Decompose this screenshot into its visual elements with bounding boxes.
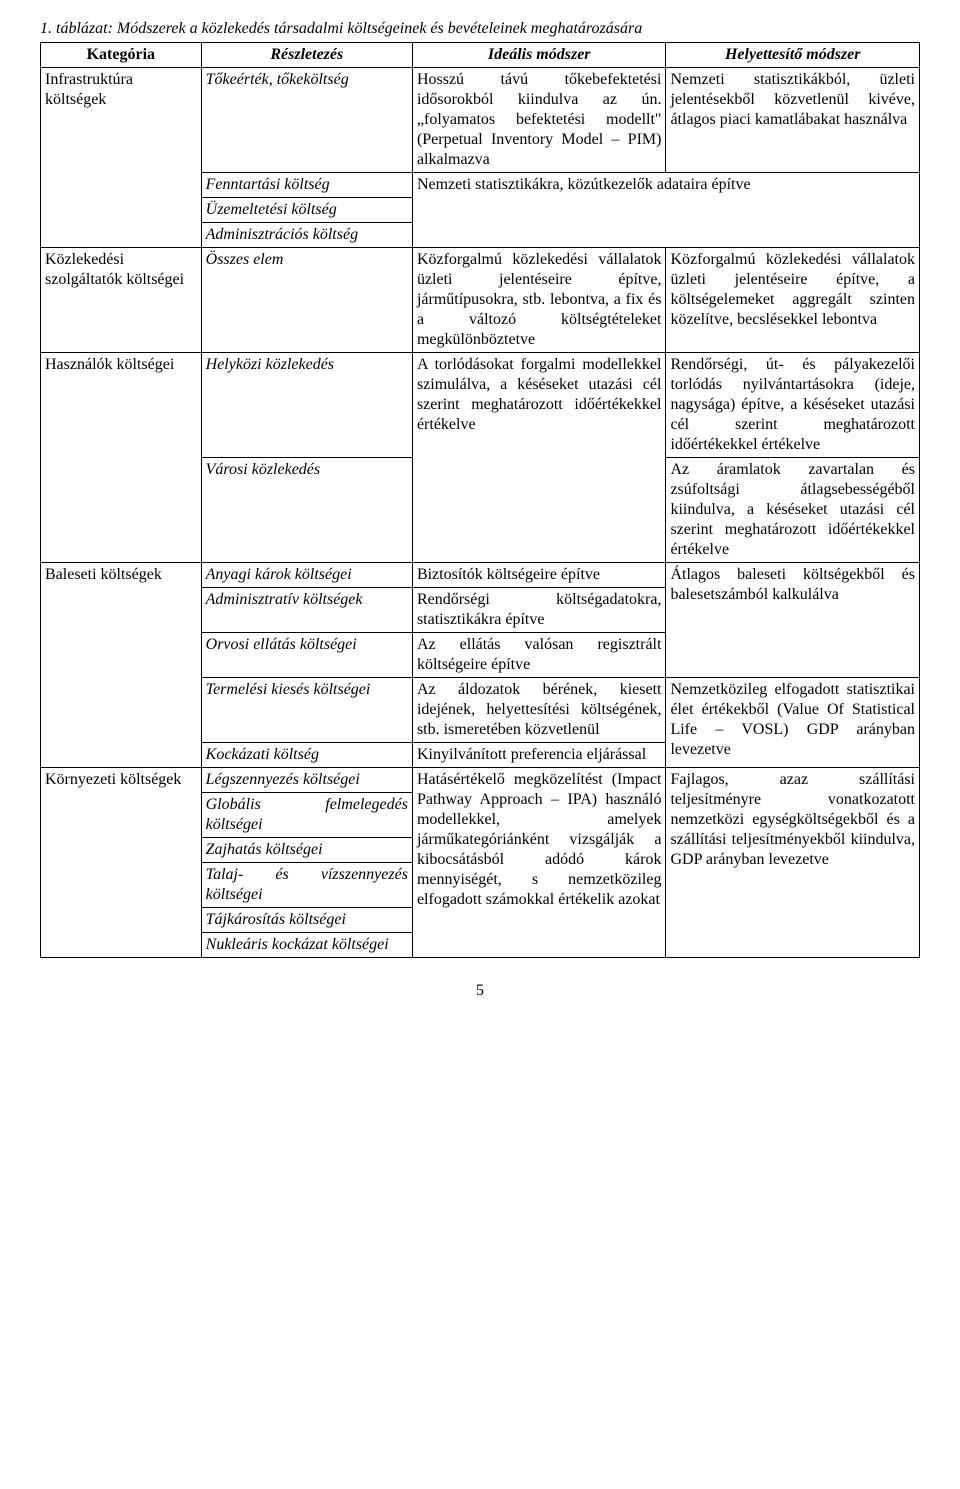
ideal-cell: Nemzeti statisztikákra, közútkezelők ada… <box>412 173 919 248</box>
ideal-cell: Közforgalmú közlekedési vállalatok üzlet… <box>412 248 666 353</box>
header-row: Kategória Részletezés Ideális módszer He… <box>41 43 920 68</box>
cat-infra: Infrastruktúra költségek <box>41 68 202 248</box>
table-caption: 1. táblázat: Módszerek a közlekedés társ… <box>40 20 920 38</box>
table-row: Környezeti költségek Légszennyezés költs… <box>41 768 920 793</box>
cat-baleset: Baleseti költségek <box>41 563 202 768</box>
detail-cell: Termelési kiesés költségei <box>201 678 412 743</box>
ideal-cell: Kinyilvánított preferencia eljárással <box>412 743 666 768</box>
table-row: Használók költségei Helyközi közlekedés … <box>41 353 920 458</box>
detail-cell: Városi közlekedés <box>201 458 412 563</box>
col-header-ideal: Ideális módszer <box>412 43 666 68</box>
ideal-cell: Biztosítók költségeire építve <box>412 563 666 588</box>
col-header-ideal-text: Ideális módszer <box>488 46 591 63</box>
sub-cell: Az áramlatok zavartalan és zsúfoltsági á… <box>666 458 920 563</box>
detail-cell: Nukleáris kockázat költségei <box>201 933 412 958</box>
cat-hasznalok: Használók költségei <box>41 353 202 563</box>
detail-cell: Helyközi közlekedés <box>201 353 412 458</box>
sub-cell: Nemzeti statisztikákból, üzleti jelentés… <box>666 68 920 173</box>
col-header-category: Kategória <box>41 43 202 68</box>
detail-cell: Üzemeltetési költség <box>201 198 412 223</box>
sub-cell: Fajlagos, azaz szállítási teljesítményre… <box>666 768 920 958</box>
sub-cell: Közforgalmú közlekedési vállalatok üzlet… <box>666 248 920 353</box>
detail-cell: Tőkeérték, tőkeköltség <box>201 68 412 173</box>
detail-cell: Globális felmelegedés költségei <box>201 793 412 838</box>
sub-cell: Átlagos baleseti költségekből és baleset… <box>666 563 920 678</box>
ideal-cell: Hosszú távú tőkebefektetési idősorokból … <box>412 68 666 173</box>
col-header-sub-text: Helyettesítő módszer <box>725 46 861 63</box>
detail-cell: Anyagi károk költségei <box>201 563 412 588</box>
detail-cell: Tájkárosítás költségei <box>201 908 412 933</box>
detail-cell: Fenntartási költség <box>201 173 412 198</box>
ideal-cell: A torlódásokat forgalmi modellekkel szim… <box>412 353 666 563</box>
col-header-detail: Részletezés <box>201 43 412 68</box>
detail-cell: Összes elem <box>201 248 412 353</box>
detail-cell: Orvosi ellátás költségei <box>201 633 412 678</box>
detail-cell: Adminisztratív költségek <box>201 588 412 633</box>
ideal-cell: Az áldozatok bérének, kiesett idejének, … <box>412 678 666 743</box>
ideal-cell: Az ellátás valósan regisztrált költségei… <box>412 633 666 678</box>
cat-szolg: Közlekedési szolgáltatók költségei <box>41 248 202 353</box>
page-number: 5 <box>40 982 920 1000</box>
ideal-cell: Rendőrségi költségadatokra, statisztikák… <box>412 588 666 633</box>
col-header-detail-text: Részletezés <box>270 46 343 63</box>
col-header-sub: Helyettesítő módszer <box>666 43 920 68</box>
sub-cell: Nemzetközileg elfogadott statisztikai él… <box>666 678 920 768</box>
methods-table: Kategória Részletezés Ideális módszer He… <box>40 42 920 958</box>
detail-cell: Talaj- és vízszennyezés költségei <box>201 863 412 908</box>
detail-cell: Légszennyezés költségei <box>201 768 412 793</box>
table-row: Baleseti költségek Anyagi károk költsége… <box>41 563 920 588</box>
ideal-cell: Hatásértékelő megközelítést (Impact Path… <box>412 768 666 958</box>
table-row: Infrastruktúra költségek Tőkeérték, tőke… <box>41 68 920 173</box>
sub-cell: Rendőrségi, út- és pályakezelői torlódás… <box>666 353 920 458</box>
detail-cell: Adminisztrációs költség <box>201 223 412 248</box>
table-row: Közlekedési szolgáltatók költségei Össze… <box>41 248 920 353</box>
cat-kornyezet: Környezeti költségek <box>41 768 202 958</box>
detail-cell: Zajhatás költségei <box>201 838 412 863</box>
detail-cell: Kockázati költség <box>201 743 412 768</box>
